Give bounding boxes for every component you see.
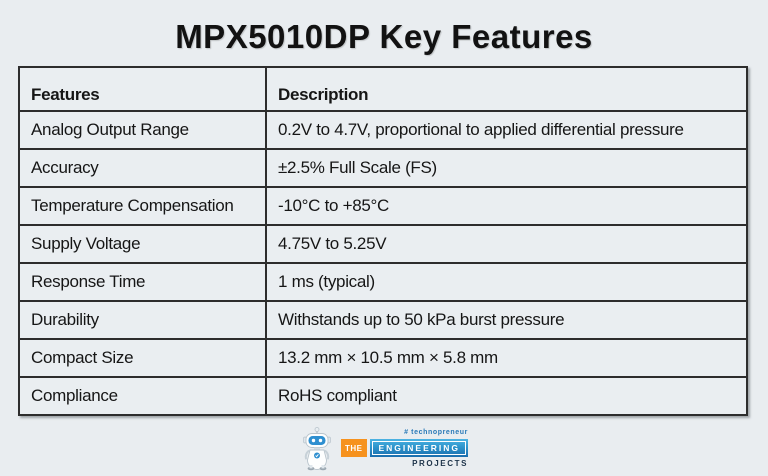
feature-name-cell: Analog Output Range	[18, 110, 267, 150]
table-row: Compliance RoHS compliant	[18, 376, 748, 416]
feature-description-cell: -10°C to +85°C	[265, 186, 748, 226]
feature-name-cell: Durability	[18, 300, 267, 340]
logo-the-badge: THE	[340, 439, 367, 457]
header-cell-description: Description	[265, 66, 748, 112]
publisher-logo: # technopreneur THE ENGINEERING PROJECTS	[300, 426, 469, 471]
table-row: Compact Size 13.2 mm × 10.5 mm × 5.8 mm	[18, 338, 748, 378]
table-row: Temperature Compensation -10°C to +85°C	[18, 186, 748, 226]
feature-description-cell: 4.75V to 5.25V	[265, 224, 748, 264]
feature-description-cell: ±2.5% Full Scale (FS)	[265, 148, 748, 188]
feature-name-cell: Supply Voltage	[18, 224, 267, 264]
header-cell-features: Features	[18, 66, 267, 112]
logo-tagline: # technopreneur	[404, 429, 469, 436]
feature-name-cell: Response Time	[18, 262, 267, 302]
page-title: MPX5010DP Key Features	[175, 18, 593, 55]
table-row: Accuracy ±2.5% Full Scale (FS)	[18, 148, 748, 188]
table-row: Response Time 1 ms (typical)	[18, 262, 748, 302]
feature-description-cell: RoHS compliant	[265, 376, 748, 416]
feature-description-cell: 1 ms (typical)	[265, 262, 748, 302]
robot-mascot-icon	[300, 426, 334, 471]
feature-name-cell: Accuracy	[18, 148, 267, 188]
table-header-row: Features Description	[18, 66, 748, 112]
feature-description-cell: 0.2V to 4.7V, proportional to applied di…	[265, 110, 748, 150]
table-row: Supply Voltage 4.75V to 5.25V	[18, 224, 748, 264]
logo-text-block: # technopreneur THE ENGINEERING PROJECTS	[340, 429, 469, 471]
logo-brand-row: THE ENGINEERING	[340, 439, 469, 457]
logo-engineering-badge: ENGINEERING	[369, 439, 469, 457]
logo-projects-label: PROJECTS	[412, 459, 469, 468]
table-row: Analog Output Range 0.2V to 4.7V, propor…	[18, 110, 748, 150]
feature-name-cell: Temperature Compensation	[18, 186, 267, 226]
feature-description-cell: 13.2 mm × 10.5 mm × 5.8 mm	[265, 338, 748, 378]
feature-name-cell: Compact Size	[18, 338, 267, 378]
table-row: Durability Withstands up to 50 kPa burst…	[18, 300, 748, 340]
key-features-table: Features Description Analog Output Range…	[18, 66, 748, 416]
feature-name-cell: Compliance	[18, 376, 267, 416]
feature-description-cell: Withstands up to 50 kPa burst pressure	[265, 300, 748, 340]
logo-engineering-label: ENGINEERING	[371, 441, 467, 455]
